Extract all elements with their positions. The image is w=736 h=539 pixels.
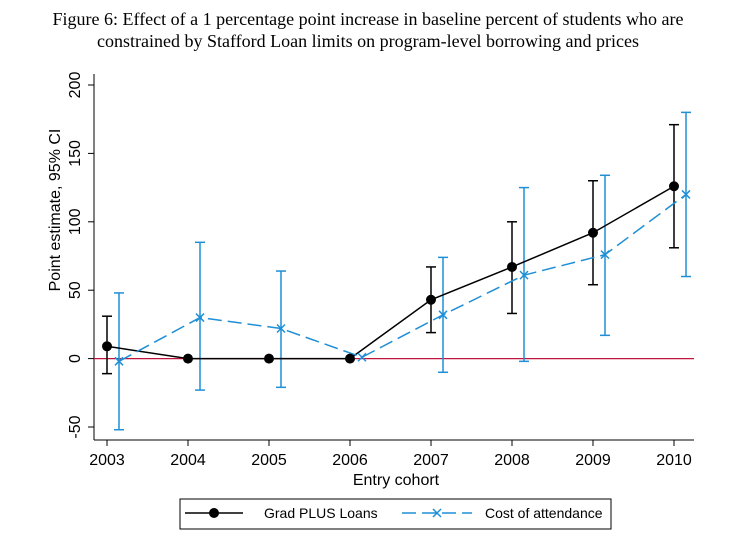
marker-cost-of-attendance xyxy=(195,313,205,323)
series-line-cost-of-attendance xyxy=(118,193,687,362)
y-tick-label: 150 xyxy=(67,140,84,167)
marker-cost-of-attendance xyxy=(276,323,286,334)
marker-cost-of-attendance xyxy=(600,250,610,260)
confidence-intervals xyxy=(102,111,691,431)
marker-grad-plus-loans xyxy=(426,294,436,305)
legend-label-cost-of-attendance: Cost of attendance xyxy=(485,505,603,521)
figure-title: Figure 6: Effect of a 1 percentage point… xyxy=(0,8,736,52)
x-tick-label: 2007 xyxy=(413,452,449,469)
x-tick-label: 2004 xyxy=(170,452,206,469)
x-tick-label: 2003 xyxy=(89,452,125,469)
y-axis-label: Point estimate, 95% CI xyxy=(47,129,64,292)
marker-grad-plus-loans xyxy=(102,341,112,352)
y-tick-label: -50 xyxy=(67,415,84,438)
figure-title-line-2: constrained by Stafford Loan limits on p… xyxy=(96,31,640,51)
x-axis-label: Entry cohort xyxy=(353,472,440,489)
marker-cost-of-attendance xyxy=(681,189,691,199)
x-tick-label: 2010 xyxy=(656,452,692,469)
series-markers xyxy=(102,181,691,366)
marker-grad-plus-loans xyxy=(588,227,598,238)
x-tick-label: 2009 xyxy=(575,452,611,469)
marker-grad-plus-loans xyxy=(669,181,679,192)
x-tick-label: 2005 xyxy=(251,452,287,469)
y-tick-label: 200 xyxy=(67,72,84,99)
marker-cost-of-attendance xyxy=(357,352,367,362)
marker-grad-plus-loans xyxy=(507,261,517,272)
legend-box xyxy=(179,498,612,530)
marker-cost-of-attendance xyxy=(114,356,124,366)
legend-marker-grad-plus-loans xyxy=(209,508,219,518)
axes: -50 0 50 100 150 200 2003 2004 2005 2006 2007 2008 2… xyxy=(67,72,694,469)
marker-grad-plus-loans xyxy=(183,353,193,364)
figure-title-line-1: Figure 6: Effect of a 1 percentage point… xyxy=(52,9,684,29)
y-tick-label: 100 xyxy=(67,208,84,235)
y-tick-label: 50 xyxy=(67,281,84,299)
legend-label-grad-plus-loans: Grad PLUS Loans xyxy=(264,505,378,521)
y-tick-label: 0 xyxy=(67,354,84,363)
legend-marker-cost-of-attendance xyxy=(432,508,442,518)
marker-grad-plus-loans xyxy=(345,353,355,364)
series-lines xyxy=(106,185,687,362)
marker-cost-of-attendance xyxy=(438,310,448,320)
legend: Grad PLUS Loans Cost of attendance xyxy=(179,498,612,530)
x-tick-label: 2006 xyxy=(332,452,368,469)
marker-cost-of-attendance xyxy=(519,270,529,280)
series-line-grad-plus-loans xyxy=(106,185,675,360)
x-tick-label: 2008 xyxy=(494,452,530,469)
marker-grad-plus-loans xyxy=(264,353,274,364)
